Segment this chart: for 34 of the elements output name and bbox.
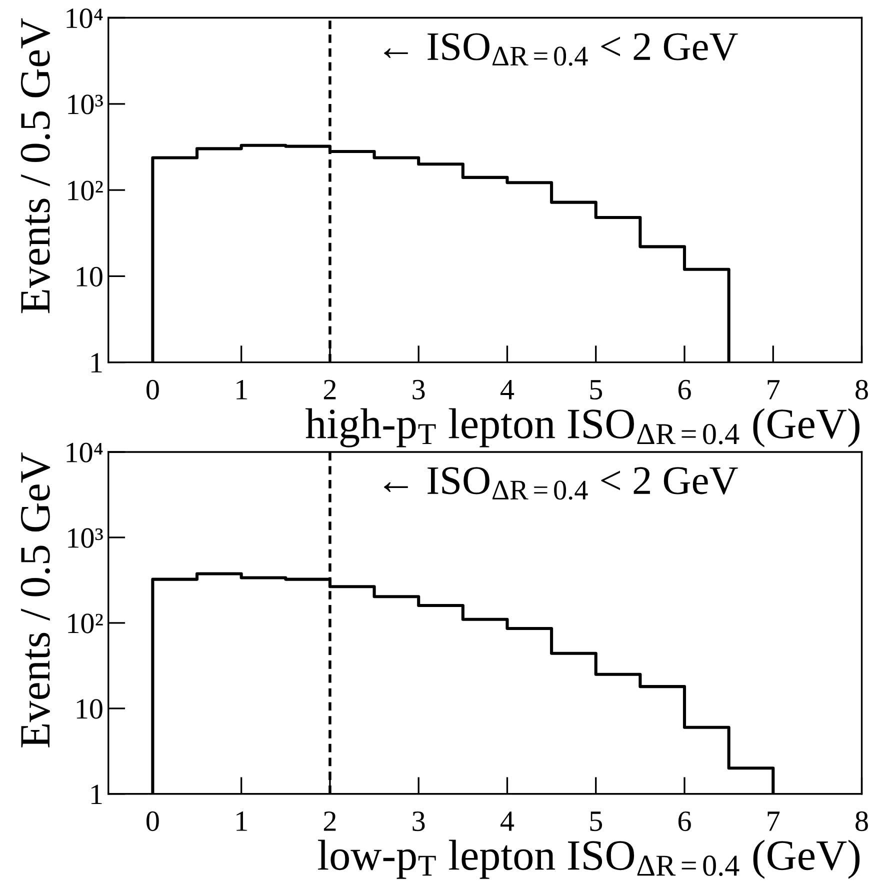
y-tick-label: 1: [91, 353, 102, 372]
x-tick-label: 0: [146, 380, 159, 400]
x-tick-label: 2: [324, 811, 336, 831]
x-tick-label: 7: [768, 380, 780, 400]
y-axis-title: Events / 0.5 GeV: [20, 452, 50, 748]
x-tick-label: 2: [324, 380, 336, 400]
y-tick-label: 10: [76, 266, 102, 287]
y-tick-label: 10: [76, 699, 102, 719]
annotation: ← ISO$_{ΔR=0.4}$ < 2 GeV: [384, 467, 738, 500]
x-tick-label: 8: [856, 380, 868, 400]
x-tick-label: 5: [590, 380, 602, 400]
x-tick-label: 1: [236, 812, 247, 831]
y-tick-label: 10³: [68, 528, 103, 548]
y-tick-label: 10⁴: [66, 8, 103, 28]
x-tick-label: 3: [412, 811, 425, 832]
y-axis-title: Events / 0.5 GeV: [20, 18, 50, 314]
x-tick-label: 3: [412, 380, 425, 400]
y-tick-label: 10²: [68, 180, 103, 200]
x-tick-label: 7: [768, 812, 780, 831]
x-tick-label: 1: [236, 380, 247, 400]
annotation: ← ISO$_{ΔR=0.4}$ < 2 GeV: [384, 33, 738, 66]
x-tick-label: 6: [678, 811, 691, 832]
x-tick-label: 0: [146, 811, 159, 832]
x-axis-title: high-p$_{T}$ lepton ISO$_{ΔR=0.4}$ (GeV): [305, 408, 860, 448]
y-tick-label: 10⁴: [66, 442, 103, 462]
x-tick-label: 4: [500, 812, 514, 831]
x-tick-label: 6: [678, 380, 691, 400]
x-tick-label: 5: [590, 812, 602, 832]
x-tick-label: 8: [856, 811, 868, 832]
y-tick-label: 1: [91, 784, 102, 804]
y-tick-label: 10²: [68, 614, 103, 634]
y-tick-label: 10³: [68, 94, 103, 114]
x-axis-title: low-p$_{T}$ lepton ISO$_{ΔR=0.4}$ (GeV): [318, 840, 860, 879]
x-tick-label: 4: [500, 380, 514, 400]
